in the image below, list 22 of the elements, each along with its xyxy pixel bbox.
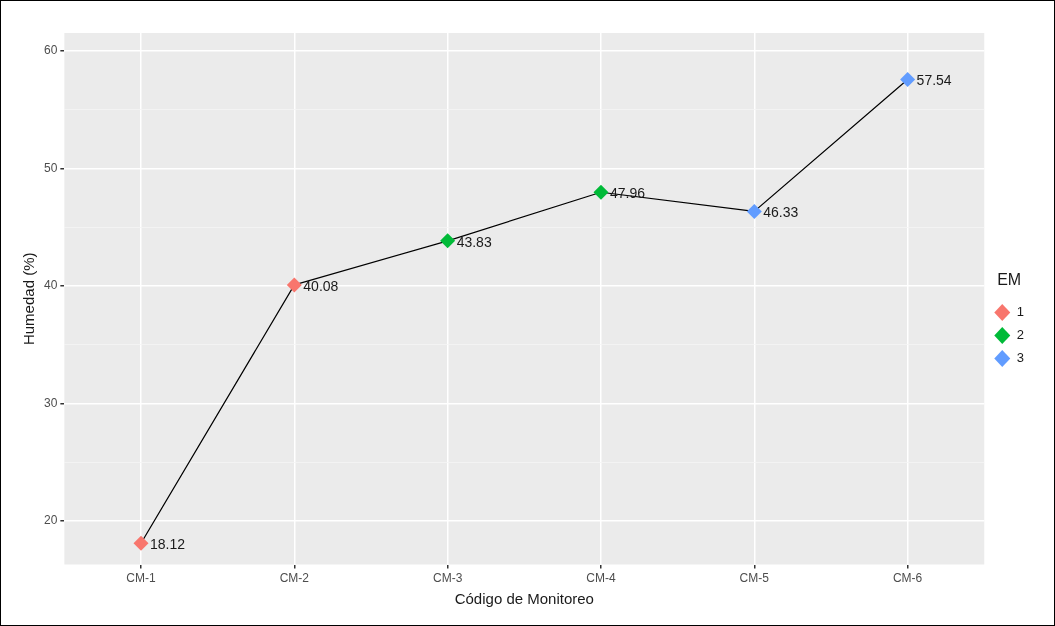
y-tick-label: 20 — [43, 513, 58, 528]
x-tick-label: CM-1 — [126, 571, 156, 586]
x-tick-label: CM-2 — [279, 571, 310, 586]
data-label: 18.12 — [150, 536, 186, 553]
x-tick-label: CM-4 — [586, 571, 616, 586]
legend-title: EM — [997, 271, 1022, 289]
legend-label: 2 — [1016, 327, 1024, 343]
y-tick-label: 40 — [43, 278, 58, 293]
data-label: 46.33 — [763, 204, 799, 221]
legend-label: 1 — [1016, 304, 1024, 320]
legend-label: 3 — [1016, 350, 1024, 366]
y-tick-label: 60 — [43, 42, 58, 57]
x-axis-title: Código de Monitoreo — [454, 590, 594, 608]
x-tick-label: CM-6 — [892, 571, 923, 586]
y-axis-title: Humedad (%) — [20, 252, 38, 346]
x-tick-label: CM-5 — [739, 571, 770, 586]
data-label: 57.54 — [916, 72, 952, 89]
y-tick-label: 50 — [43, 160, 58, 175]
y-tick-label: 30 — [43, 395, 58, 410]
x-tick-label: CM-3 — [432, 571, 463, 586]
data-label: 40.08 — [303, 277, 339, 294]
data-label: 43.83 — [456, 233, 492, 250]
